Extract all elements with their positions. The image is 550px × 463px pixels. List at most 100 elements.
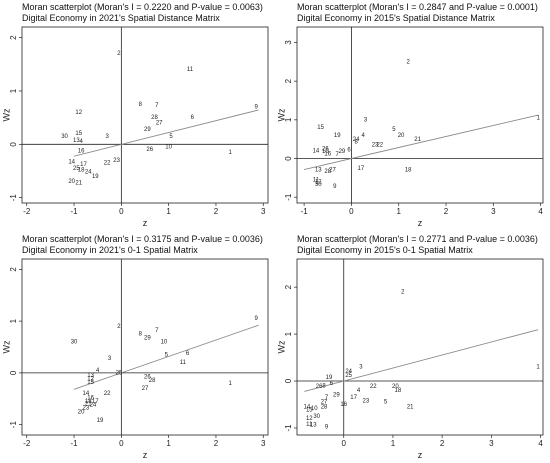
point-label: 20: [398, 133, 405, 139]
point-label: 6: [347, 148, 351, 154]
y-tick-label: 3: [284, 40, 293, 45]
point-label: 19: [92, 174, 99, 180]
x-tick-label: -1: [301, 207, 309, 216]
point-label: 12: [75, 110, 82, 116]
y-tick-label: -1: [284, 424, 293, 432]
point-label: 28: [324, 169, 331, 175]
point-label: 16: [340, 402, 347, 408]
fit-line: [303, 114, 539, 170]
chart-title: Moran scatterplot (Moran's I = 0.2220 an…: [22, 2, 263, 12]
point-label: 23: [113, 158, 120, 164]
point-label: 25: [73, 166, 80, 172]
fit-line: [73, 109, 259, 157]
point-label: 15: [317, 125, 324, 131]
y-tick-label: 1: [284, 331, 293, 336]
point-label: 13: [310, 423, 317, 429]
point-label: 9: [325, 425, 329, 431]
point-label: 29: [333, 393, 340, 399]
point-label: 16: [78, 148, 85, 154]
point-label: 14: [68, 160, 75, 166]
point-label: 15: [87, 380, 94, 386]
point-label: 17: [350, 395, 357, 401]
x-tick-label: 1: [166, 207, 171, 216]
point-label: 7: [155, 328, 159, 334]
y-axis-label: Wz: [1, 340, 11, 353]
point-label: 30: [71, 339, 78, 345]
point-label: 10: [165, 145, 172, 151]
point-label: 11: [313, 177, 320, 183]
point-label: 21: [414, 137, 421, 143]
point-label: 18: [405, 168, 412, 174]
x-tick-label: 1: [166, 439, 171, 448]
x-axis-label: z: [418, 450, 423, 460]
point-label: 16: [324, 151, 331, 157]
point-label: 5: [392, 127, 396, 133]
plot-frame: [21, 26, 269, 204]
point-label: 22: [376, 143, 383, 149]
moran-chart-1: Moran scatterplot (Moran's I = 0.2220 an…: [1, 2, 269, 228]
x-tick-label: 0: [342, 439, 347, 448]
point-label: 21: [407, 404, 414, 410]
x-tick-label: 2: [444, 207, 449, 216]
chart-title: Moran scatterplot (Moran's I = 0.2847 an…: [297, 2, 538, 12]
fit-line: [304, 329, 539, 392]
point-label: 30: [61, 134, 68, 140]
point-label: 13: [315, 168, 322, 174]
point-label: 10: [161, 339, 168, 345]
chart-title: Moran scatterplot (Moran's I = 0.3175 an…: [22, 234, 263, 244]
point-label: 6: [186, 351, 190, 357]
point-label: 12: [315, 179, 322, 185]
x-tick-label: 1: [396, 207, 401, 216]
point-label: 4: [357, 388, 361, 394]
chart-title: Moran scatterplot (Moran's I = 0.2771 an…: [297, 234, 538, 244]
x-axis-label: z: [418, 218, 423, 228]
point-label: 1: [536, 365, 540, 371]
y-tick-label: 1: [9, 318, 18, 323]
moran-panel-1: Moran scatterplot (Moran's I = 0.2220 an…: [0, 0, 275, 231]
point-label: 27: [156, 121, 163, 127]
point-label: 20: [392, 384, 399, 390]
chart-subtitle: Digital Economy in 2021's 0-1 Spatial Ma…: [22, 245, 198, 255]
point-label: 24: [85, 170, 92, 176]
point-label: 13: [87, 373, 94, 379]
point-label: 2: [401, 289, 405, 295]
y-axis-label: Wz: [1, 108, 11, 121]
point-label: 24: [353, 137, 360, 143]
y-tick-label: 1: [284, 117, 293, 122]
point-label: 4: [96, 368, 100, 374]
x-tick-label: 2: [214, 439, 219, 448]
point-label: 3: [359, 365, 363, 371]
point-label: 3: [105, 134, 109, 140]
point-label: 10: [322, 149, 329, 155]
point-label: 5: [165, 352, 169, 358]
plot-frame: [296, 258, 544, 436]
y-tick-label: 2: [284, 78, 293, 83]
point-label: 29: [339, 149, 346, 155]
y-tick-label: -1: [9, 421, 18, 429]
point-label: 27: [329, 168, 336, 174]
point-label: 23: [372, 143, 379, 149]
x-tick-label: 0: [349, 207, 354, 216]
point-label: 26: [322, 146, 329, 152]
plot-frame: [296, 26, 544, 204]
x-tick-label: 3: [261, 439, 266, 448]
point-label: 18: [78, 168, 85, 174]
point-label: 26: [316, 384, 323, 390]
y-axis-label: Wz: [276, 340, 286, 353]
point-label: 6: [191, 115, 195, 121]
point-label: 7: [325, 395, 329, 401]
point-label: 7: [155, 103, 159, 109]
y-tick-label: -1: [9, 194, 18, 202]
point-label: 23: [83, 406, 90, 412]
point-label: 25: [345, 373, 352, 379]
point-label: 18: [395, 388, 402, 394]
point-label: 3: [108, 356, 112, 362]
point-label: 12: [87, 377, 94, 383]
point-label: 20: [68, 179, 75, 185]
point-label: 14: [83, 391, 90, 397]
point-label: 11: [306, 422, 313, 428]
point-label: 19: [326, 375, 333, 381]
point-label: 26: [144, 375, 151, 381]
point-label: 16: [87, 395, 94, 401]
point-label: 1: [537, 115, 541, 121]
